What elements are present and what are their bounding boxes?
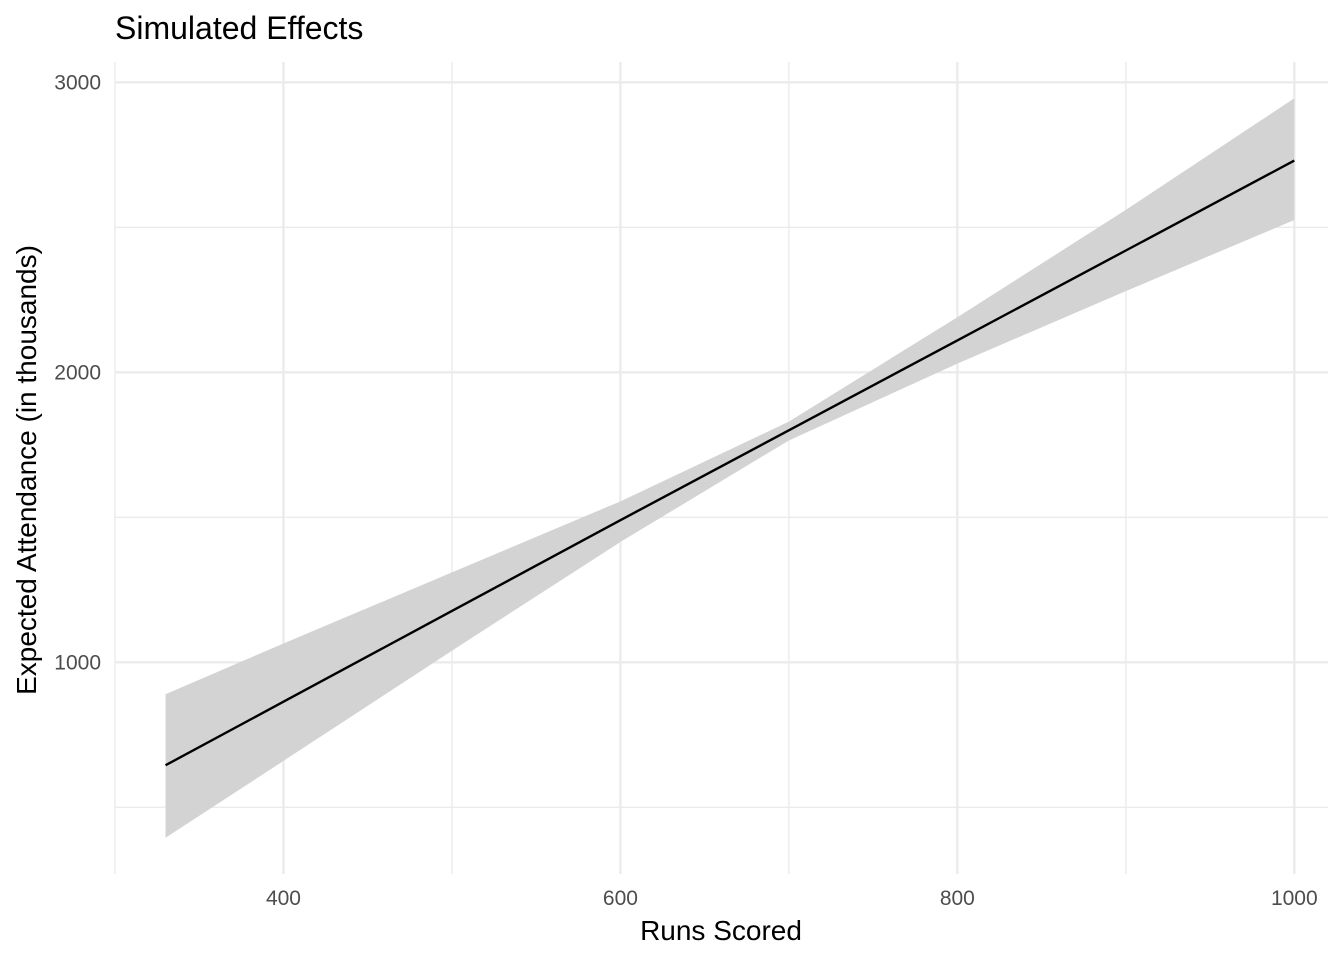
x-tick-label: 600 bbox=[603, 887, 638, 910]
y-tick-label: 1000 bbox=[54, 651, 101, 674]
fitted-line bbox=[164, 159, 1295, 767]
chart-title: Simulated Effects bbox=[115, 10, 363, 46]
grid-minor-x bbox=[114, 62, 1127, 874]
y-axis-title: Expected Attendance (in thousands) bbox=[11, 245, 42, 695]
x-tick-label: 400 bbox=[266, 887, 301, 910]
x-tick-label: 1000 bbox=[1271, 887, 1318, 910]
grid-major-y bbox=[115, 81, 1328, 664]
y-tick-labels: 1000 2000 3000 bbox=[54, 71, 101, 674]
confidence-ribbons bbox=[165, 98, 1295, 838]
confidence-ribbon bbox=[165, 98, 1295, 838]
x-axis-title: Runs Scored bbox=[640, 915, 802, 946]
x-tick-labels: 400 600 800 1000 bbox=[266, 887, 1318, 910]
y-tick-label: 3000 bbox=[54, 71, 101, 94]
x-tick-label: 800 bbox=[940, 887, 975, 910]
y-tick-label: 2000 bbox=[54, 361, 101, 384]
fit-lines bbox=[164, 159, 1295, 767]
